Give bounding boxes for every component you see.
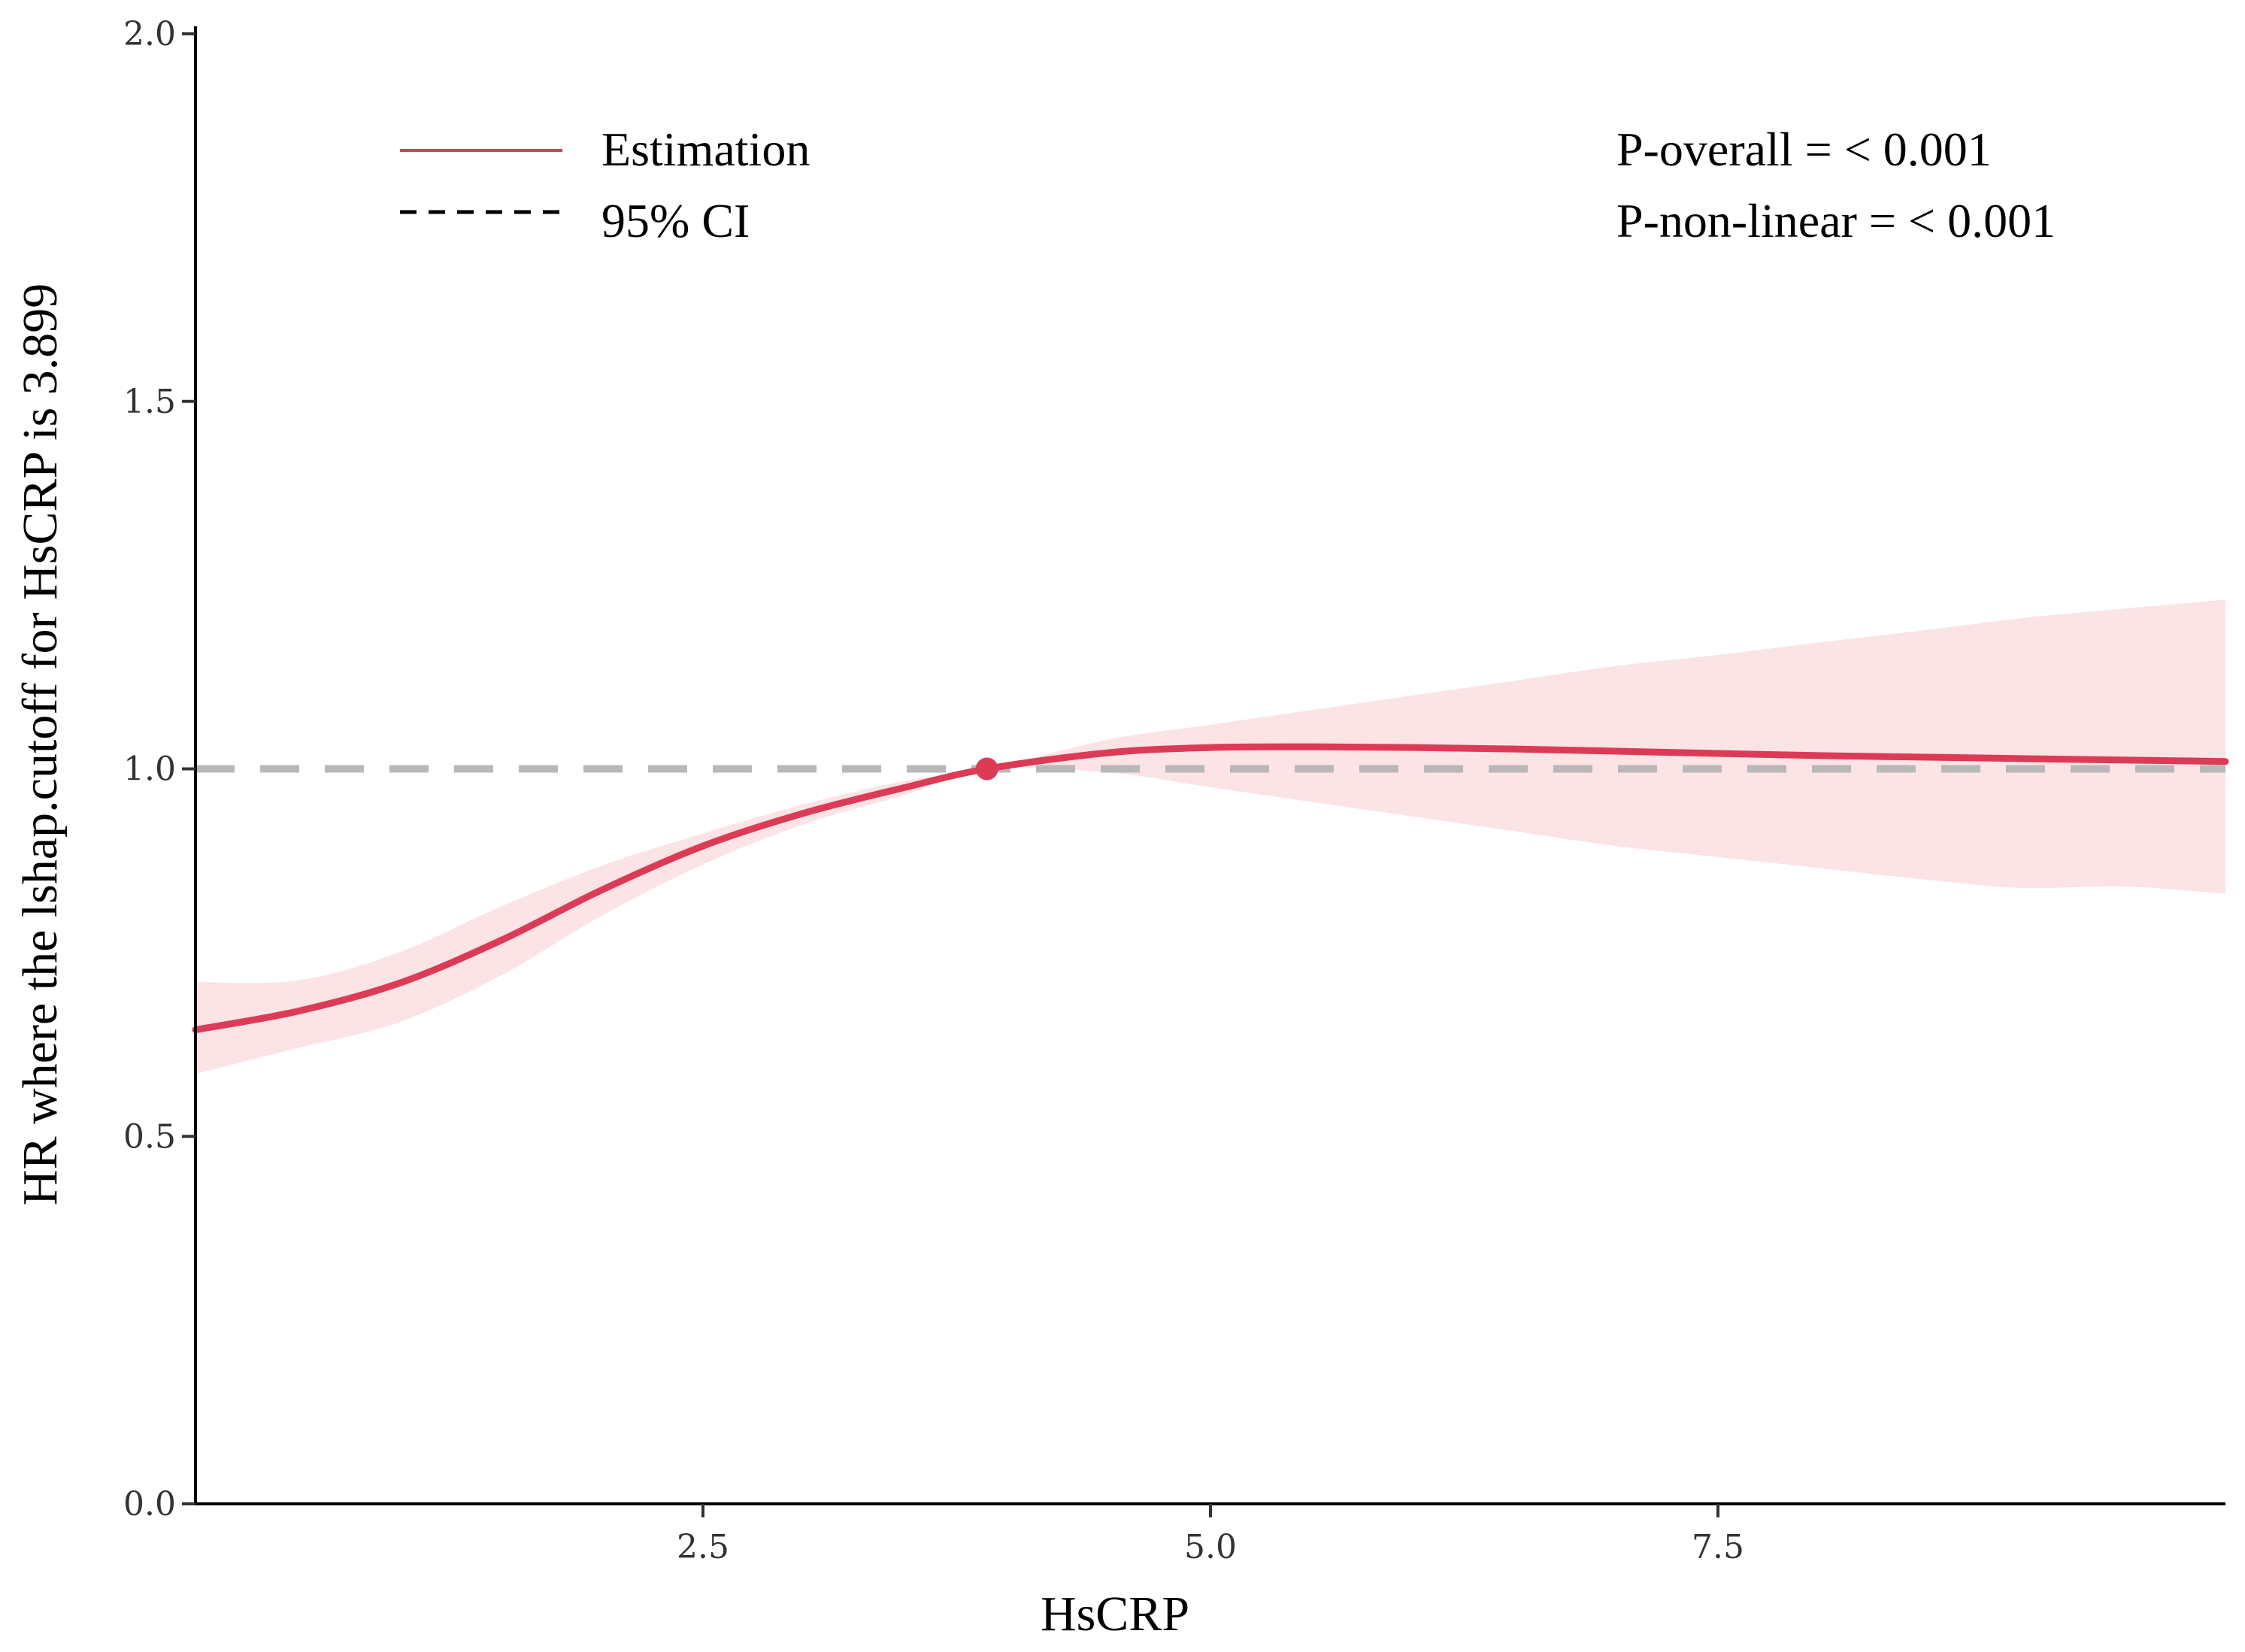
y-tick-label: 0.0: [123, 1485, 176, 1523]
legend: Estimation 95% CI: [400, 123, 810, 247]
legend-label-ci: 95% CI: [601, 194, 750, 247]
x-axis-title: HsCRP: [1041, 1587, 1189, 1641]
y-axis-title: HR where the lshap.cutoff for HsCRP is 3…: [13, 283, 68, 1205]
y-tick-label: 1.0: [123, 750, 176, 789]
p-overall-text: P-overall = < 0.001: [1616, 123, 1992, 176]
p-value-annotations: P-overall = < 0.001 P-non-linear = < 0.0…: [1616, 123, 2056, 247]
x-tick-label: 7.5: [1692, 1528, 1744, 1566]
plot-area: [192, 599, 2229, 1075]
legend-label-estimation: Estimation: [601, 123, 810, 176]
y-tick-label: 0.5: [123, 1117, 176, 1156]
x-tick-label: 5.0: [1184, 1528, 1237, 1566]
axes: 0.0 0.5 1.0 1.5 2.0 2.5 5.0 7.5: [123, 15, 2225, 1566]
estimation-line: [192, 743, 2229, 1034]
x-tick-label: 2.5: [677, 1528, 729, 1566]
ci-band: [195, 599, 2225, 1075]
y-tick-label: 2.0: [123, 15, 176, 53]
p-nonlinear-text: P-non-linear = < 0.001: [1616, 194, 2056, 247]
y-tick-label: 1.5: [123, 383, 176, 421]
cutoff-point: [975, 757, 998, 781]
